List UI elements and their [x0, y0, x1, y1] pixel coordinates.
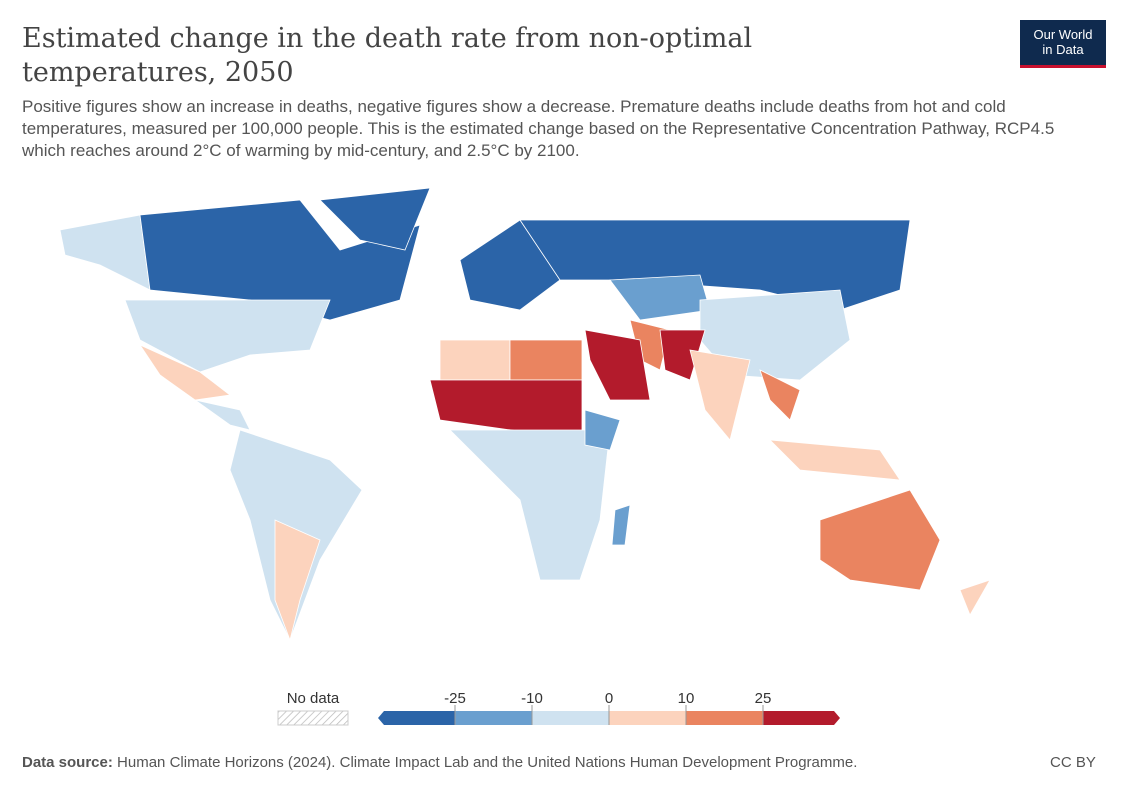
legend-tick-label: -25: [444, 690, 466, 707]
region[interactable]: [319, 187, 431, 251]
no-data-label: No data: [287, 690, 340, 707]
region[interactable]: [611, 504, 631, 546]
region[interactable]: [509, 339, 583, 381]
legend-tick-label: 10: [678, 690, 695, 707]
region[interactable]: [449, 429, 611, 581]
logo-line: in Data: [1042, 42, 1084, 57]
footer: Data source: Human Climate Horizons (202…: [22, 754, 857, 771]
region[interactable]: [659, 329, 706, 381]
subtitle: Positive figures show an increase in dea…: [22, 97, 1055, 160]
countries: [59, 187, 991, 642]
region[interactable]: [584, 329, 651, 401]
region[interactable]: [959, 579, 991, 616]
region[interactable]: [274, 519, 321, 642]
region[interactable]: [768, 439, 901, 481]
source: Human Climate Horizons (2024). Climate I…: [117, 754, 858, 771]
region[interactable]: [139, 199, 421, 321]
legend-swatch: [378, 711, 455, 725]
region[interactable]: [819, 489, 941, 591]
logo[interactable]: Our World in Data: [1020, 20, 1106, 68]
region[interactable]: [194, 399, 251, 431]
license: CC BY: [1050, 754, 1096, 771]
legend-swatch: [763, 711, 840, 725]
legend-swatch: [532, 711, 609, 725]
no-data-swatch: [277, 710, 349, 726]
legend: -25 -10 0 10 25: [378, 690, 840, 725]
legend-swatch: [609, 711, 686, 725]
region[interactable]: [439, 339, 511, 381]
region[interactable]: [138, 344, 231, 401]
legend-tick-label: 25: [755, 690, 772, 707]
legend-swatch: [455, 711, 532, 725]
region[interactable]: [59, 214, 151, 291]
region[interactable]: [519, 219, 911, 311]
legend-tick-label: 0: [605, 690, 613, 707]
source-label: Data source:: [22, 754, 113, 771]
region[interactable]: [759, 369, 801, 421]
legend-swatch: [686, 711, 763, 725]
title: Estimated change in the death rate from …: [22, 23, 753, 88]
logo-line: Our World: [1033, 27, 1093, 42]
region[interactable]: [609, 274, 711, 321]
region[interactable]: [124, 299, 331, 373]
region[interactable]: [689, 349, 751, 441]
legend-tick-label: -10: [521, 690, 543, 707]
region[interactable]: [584, 409, 621, 451]
